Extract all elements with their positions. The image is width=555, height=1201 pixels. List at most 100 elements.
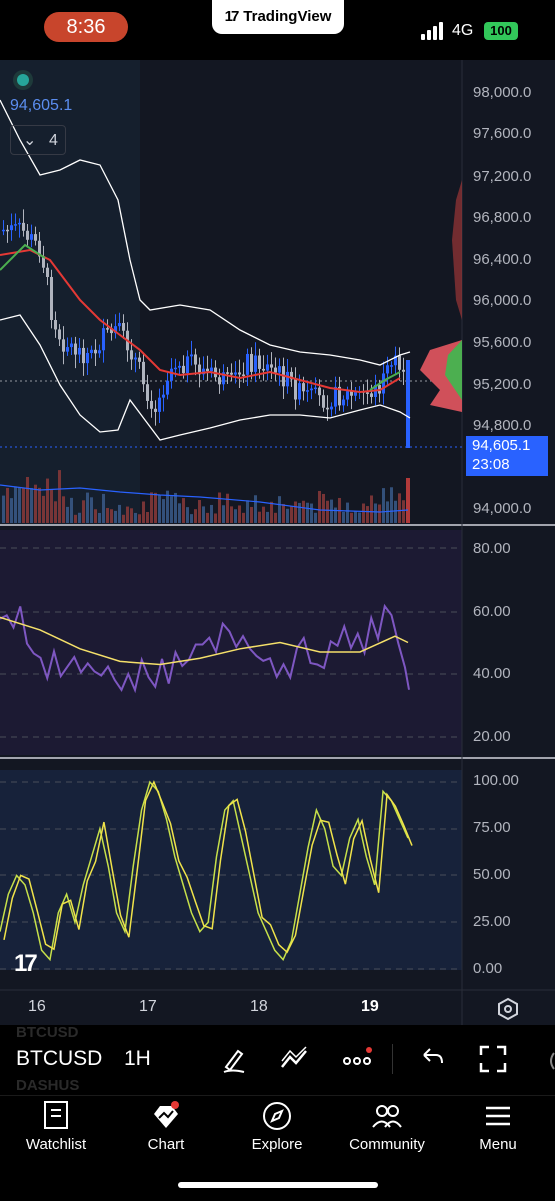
drawing-pen-icon[interactable] [218,1043,250,1075]
candle [10,225,13,231]
nav-explore[interactable]: Explore [222,1100,332,1153]
undo-icon[interactable] [416,1043,448,1075]
network-type: 4G [452,22,474,39]
volume-bar [358,512,361,523]
candle [62,339,65,352]
candle [34,234,37,241]
candle [2,229,5,232]
candle [338,386,341,406]
candle [154,408,157,412]
volume-bar [70,497,73,523]
volume-bar [214,513,217,523]
stoch-axis-label: 0.00 [473,960,503,977]
volume-bar [366,506,369,523]
candle [150,400,153,409]
volume-bar [362,503,365,523]
nav-chart[interactable]: Chart [111,1100,221,1153]
volume-bar [182,498,185,523]
candle [238,372,241,375]
volume-bar [346,502,349,523]
candle [286,371,289,387]
nav-menu[interactable]: Menu [443,1100,553,1153]
volume-bar [286,508,289,523]
interval-selector[interactable]: 1H [124,1047,151,1070]
candle [258,355,261,369]
candle [94,349,97,354]
volume-bar [310,503,313,523]
volume-bar [86,492,89,523]
time-axis-label: 16 [28,998,46,1015]
candle [178,365,181,368]
nav-watchlist[interactable]: Watchlist [1,1100,111,1153]
candle [254,355,257,372]
chart-toolbar [0,1025,555,1095]
symbol-selector[interactable]: BTCUSD [16,1047,103,1070]
volume-bar [66,506,69,523]
scroll-more-icon[interactable] [540,1043,555,1075]
volume-bar [330,499,333,523]
rsi-line [0,603,410,694]
candle [54,320,57,330]
candle [158,397,161,412]
tradingview-banner[interactable]: 17 TradingView [212,0,344,34]
fullscreen-icon[interactable] [477,1043,509,1075]
volume-bar [210,504,213,523]
candle [246,353,249,375]
candle [314,387,317,390]
stoch-axis-label: 50.00 [473,866,511,883]
candle [50,276,53,321]
rsi-axis-label: 80.00 [473,540,511,557]
volume-bar [270,501,273,523]
indicators-toggle[interactable]: ⌄ 4 [10,125,66,155]
rsi-axis-label: 40.00 [473,665,511,682]
candle [82,347,85,364]
volume-bar [94,509,97,523]
rsi-ma-line [0,616,409,666]
candle [278,366,281,373]
volume-bar [390,487,393,523]
chart-nav-icon [154,1101,179,1128]
candle [110,328,113,334]
stoch-axis-label: 100.00 [473,772,519,789]
sma-line [0,243,46,271]
volume-bar [354,511,357,523]
candle [354,391,357,396]
volume-bar [26,476,29,523]
volume-bar [386,501,389,523]
candle [46,267,49,277]
volume-bar [382,488,385,523]
nav-community[interactable]: Community [332,1100,442,1153]
candle [170,368,173,381]
legend-status-dot[interactable] [17,74,29,86]
stoch-d-line [3,780,413,954]
candle [234,372,237,375]
volume-bar [78,512,81,523]
banner-label: TradingView [243,8,332,25]
price-chart[interactable] [0,60,555,1025]
candle [106,328,109,330]
stoch-k-line [0,780,409,962]
volume-bar [106,508,109,523]
candle [370,393,373,397]
more-tools-icon[interactable] [341,1043,373,1075]
candle [330,406,333,410]
price-axis-label: 97,600.0 [473,125,532,142]
chart-settings-icon[interactable] [496,997,520,1021]
trend-tools-icon[interactable] [278,1043,310,1075]
candle [290,371,293,380]
volume-bar [170,496,173,523]
volume-bar [10,498,13,523]
volume-bar [378,504,381,523]
stoch-axis-label: 25.00 [473,913,511,930]
candle [66,347,69,352]
candle [394,355,397,366]
price-axis-label: 95,600.0 [473,334,532,351]
volume-bar [314,512,317,523]
volume-bar [238,505,241,523]
volume-bar [274,512,277,523]
volume-bar [278,496,281,523]
candle [174,367,177,370]
volume-bar [174,492,177,523]
candle [274,367,277,373]
compass-icon [263,1102,291,1130]
